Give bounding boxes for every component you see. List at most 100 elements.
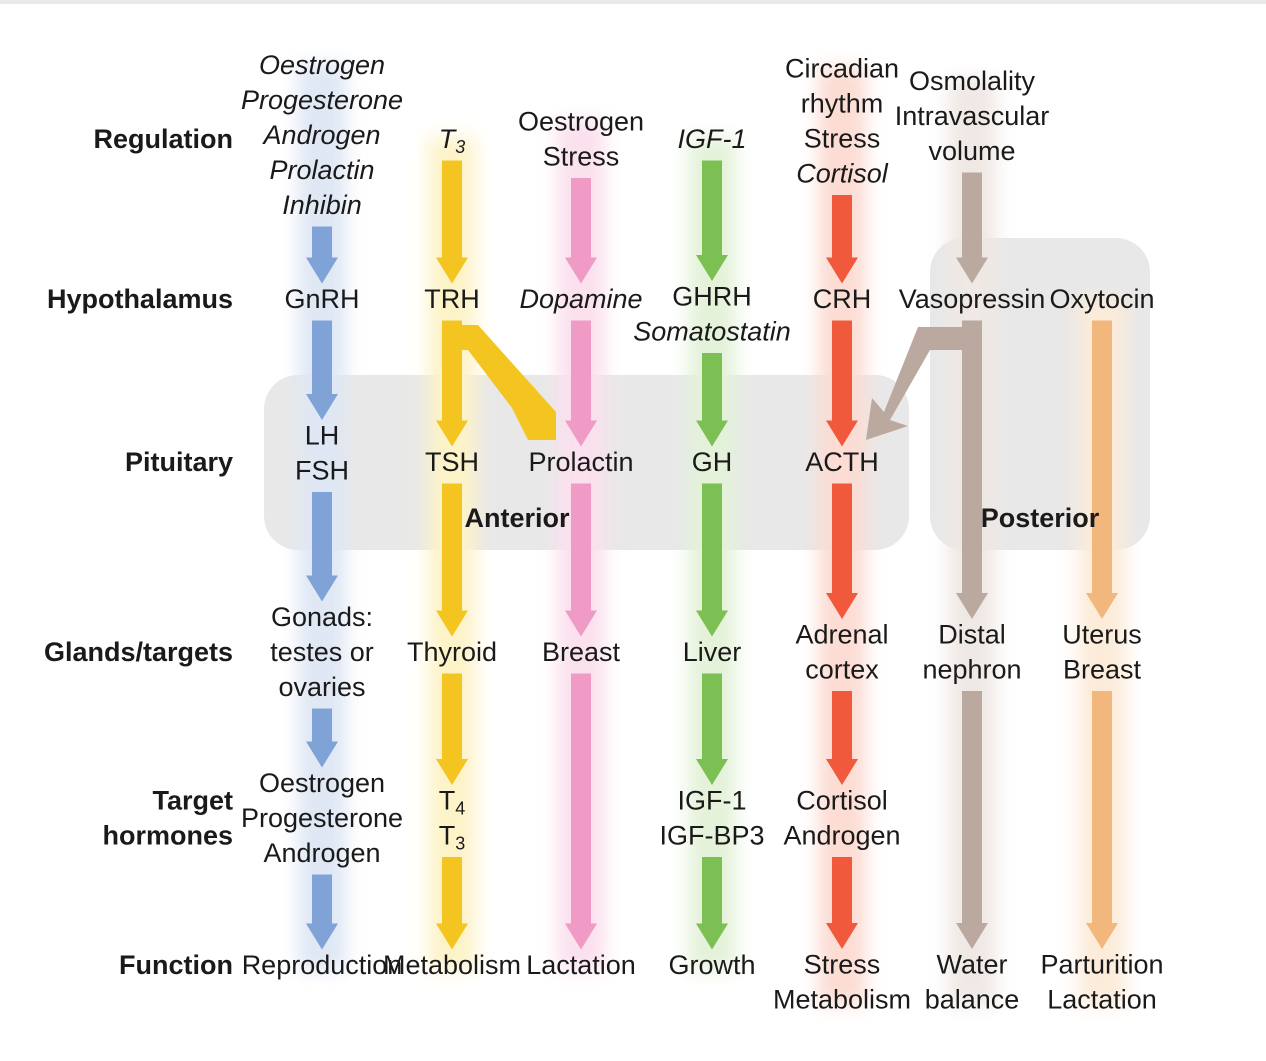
oxytocin-arrow-glands bbox=[1086, 320, 1118, 619]
growth-regulation-text-line: IGF-1 bbox=[677, 124, 746, 154]
oxytocin-function-text: Parturition Lactation bbox=[1040, 950, 1163, 1015]
row-label-function-line: Function bbox=[119, 950, 233, 980]
thyroid-arrow-function bbox=[436, 857, 468, 950]
gonadal-function-text: Reproduction bbox=[242, 950, 403, 980]
adrenal-regulation-text-line: Cortisol bbox=[796, 159, 889, 189]
oxytocin-glands-text: Uterus Breast bbox=[1062, 620, 1142, 685]
thyroid-glands-text-line: Thyroid bbox=[407, 637, 497, 667]
prolactin-function-text: Lactation bbox=[526, 950, 636, 980]
row-label-pituitary: Pituitary bbox=[125, 447, 233, 477]
adrenal-hypothalamus-text-line: CRH bbox=[813, 284, 872, 314]
oxytocin-function-text-line: Lactation bbox=[1047, 985, 1157, 1015]
growth-pituitary-text-line: GH bbox=[692, 447, 733, 477]
gonadal-arrow-pituitary bbox=[306, 320, 338, 420]
vasopressin-regulation-text: Osmolality Intravascular volume bbox=[895, 66, 1050, 166]
gonadal-target-text-line: Oestrogen bbox=[259, 768, 385, 798]
gonadal-regulation-text: Oestrogen Progesterone Androgen Prolactin In… bbox=[241, 50, 403, 220]
gonadal-arrow-hypothalamus bbox=[306, 226, 338, 284]
gonadal-regulation-text-line: Inhibin bbox=[282, 190, 362, 220]
gonadal-regulation-text-line: Progesterone bbox=[241, 85, 403, 115]
gonadal-pituitary-text-line: LH bbox=[305, 421, 340, 451]
gonadal-arrow-target bbox=[306, 708, 338, 768]
oxytocin-function-text-line: Parturition bbox=[1040, 950, 1163, 980]
gonadal-glands-text: Gonads: testes or ovaries bbox=[270, 602, 374, 702]
growth-arrow-target bbox=[696, 673, 728, 785]
prolactin-hypothalamus-text: Dopamine bbox=[519, 284, 642, 314]
gonadal-arrow-function bbox=[306, 874, 338, 950]
adrenal-glands-text-line: cortex bbox=[805, 655, 879, 685]
gonadal-regulation-text-line: Prolactin bbox=[269, 155, 374, 185]
growth-arrow-glands bbox=[696, 483, 728, 637]
row-label-target-hormones-line: hormones bbox=[102, 821, 233, 851]
gonadal-target-text: Oestrogen Progesterone Androgen bbox=[241, 768, 403, 868]
prolactin-pituitary-text: Prolactin bbox=[528, 447, 633, 477]
vasopressin-glands-text-line: nephron bbox=[922, 655, 1021, 685]
gonadal-pituitary-text-line: FSH bbox=[295, 456, 349, 486]
adrenal-glands-text: Adrenal cortex bbox=[795, 620, 888, 685]
row-label-function: Function bbox=[119, 950, 233, 980]
thyroid-arrow-glands bbox=[436, 483, 468, 637]
zone-label-posterior: Posterior bbox=[981, 503, 1100, 533]
zone-label-posterior-line: Posterior bbox=[981, 503, 1100, 533]
vasopressin-arrow-function bbox=[956, 691, 988, 949]
prolactin-arrow-glands bbox=[565, 483, 597, 637]
prolactin-regulation-text-line: Stress bbox=[543, 142, 620, 172]
growth-pituitary-text: GH bbox=[692, 447, 733, 477]
thyroid-regulation-text-line: T3 bbox=[439, 124, 466, 157]
growth-regulation-text: IGF-1 bbox=[677, 124, 746, 154]
row-label-regulation: Regulation bbox=[94, 124, 234, 154]
prolactin-pituitary-text-line: Prolactin bbox=[528, 447, 633, 477]
vasopressin-hypothalamus-text-line: Vasopressin bbox=[899, 284, 1046, 314]
oxytocin-glands-text-line: Breast bbox=[1063, 655, 1142, 685]
gonadal-target-text-line: Androgen bbox=[263, 838, 380, 868]
row-label-glands-targets: Glands/targets bbox=[44, 637, 233, 667]
prolactin-glands-text-line: Breast bbox=[542, 637, 621, 667]
row-label-hypothalamus: Hypothalamus bbox=[47, 284, 233, 314]
thyroid-arrow-target bbox=[436, 673, 468, 785]
prolactin-hypothalamus-text-line: Dopamine bbox=[519, 284, 642, 314]
gonadal-regulation-text-line: Oestrogen bbox=[259, 50, 385, 80]
thyroid-arrow-pituitary bbox=[436, 320, 468, 447]
row-label-target-hormones: Target hormones bbox=[102, 786, 233, 851]
thyroid-pituitary-text-line: TSH bbox=[425, 447, 479, 477]
adrenal-arrow-function bbox=[826, 857, 858, 949]
adrenal-arrow-hypothalamus bbox=[826, 195, 858, 284]
prolactin-function-text-line: Lactation bbox=[526, 950, 636, 980]
growth-hypothalamus-text-line: Somatostatin bbox=[633, 317, 791, 347]
gonadal-function-text-line: Reproduction bbox=[242, 950, 403, 980]
vasopressin-glands-text: Distal nephron bbox=[922, 620, 1021, 685]
thyroid-regulation-text: T3 bbox=[439, 124, 466, 157]
thyroid-function-text: Metabolism bbox=[383, 950, 521, 980]
growth-function-text: Growth bbox=[668, 950, 755, 980]
vasopressin-function-text: Water balance bbox=[925, 950, 1020, 1015]
growth-glands-text: Liver bbox=[683, 637, 742, 667]
zone-label-anterior: Anterior bbox=[464, 503, 570, 533]
thyroid-glands-text: Thyroid bbox=[407, 637, 497, 667]
adrenal-regulation-text-line: Stress bbox=[804, 124, 881, 154]
adrenal-target-text-line: Androgen bbox=[783, 821, 900, 851]
vasopressin-regulation-text-line: Intravascular bbox=[895, 101, 1050, 131]
adrenal-pituitary-text-line: ACTH bbox=[805, 447, 879, 477]
vasopressin-arrow-glands bbox=[956, 320, 988, 619]
prolactin-arrow-hypothalamus bbox=[565, 178, 597, 284]
row-label-hypothalamus-line: Hypothalamus bbox=[47, 284, 233, 314]
adrenal-function-text-line: Stress bbox=[804, 950, 881, 980]
thyroid-hypothalamus-text: TRH bbox=[424, 284, 480, 314]
row-label-target-hormones-line: Target bbox=[152, 786, 233, 816]
gonadal-glands-text-line: Gonads: bbox=[271, 602, 373, 632]
adrenal-pituitary-text: ACTH bbox=[805, 447, 879, 477]
vasopressin-to-acth-arrow bbox=[866, 327, 982, 440]
growth-arrow-function bbox=[696, 857, 728, 950]
row-label-glands-targets-line: Glands/targets bbox=[44, 637, 233, 667]
zone-label-anterior-line: Anterior bbox=[464, 503, 570, 533]
prolactin-arrow-function bbox=[565, 673, 597, 950]
gonadal-pituitary-text: LH FSH bbox=[295, 421, 349, 486]
gonadal-hypothalamus-text-line: GnRH bbox=[284, 284, 359, 314]
prolactin-regulation-text-line: Oestrogen bbox=[518, 107, 644, 137]
growth-arrow-hypothalamus bbox=[696, 160, 728, 281]
growth-glands-text-line: Liver bbox=[683, 637, 742, 667]
gonadal-hypothalamus-text: GnRH bbox=[284, 284, 359, 314]
